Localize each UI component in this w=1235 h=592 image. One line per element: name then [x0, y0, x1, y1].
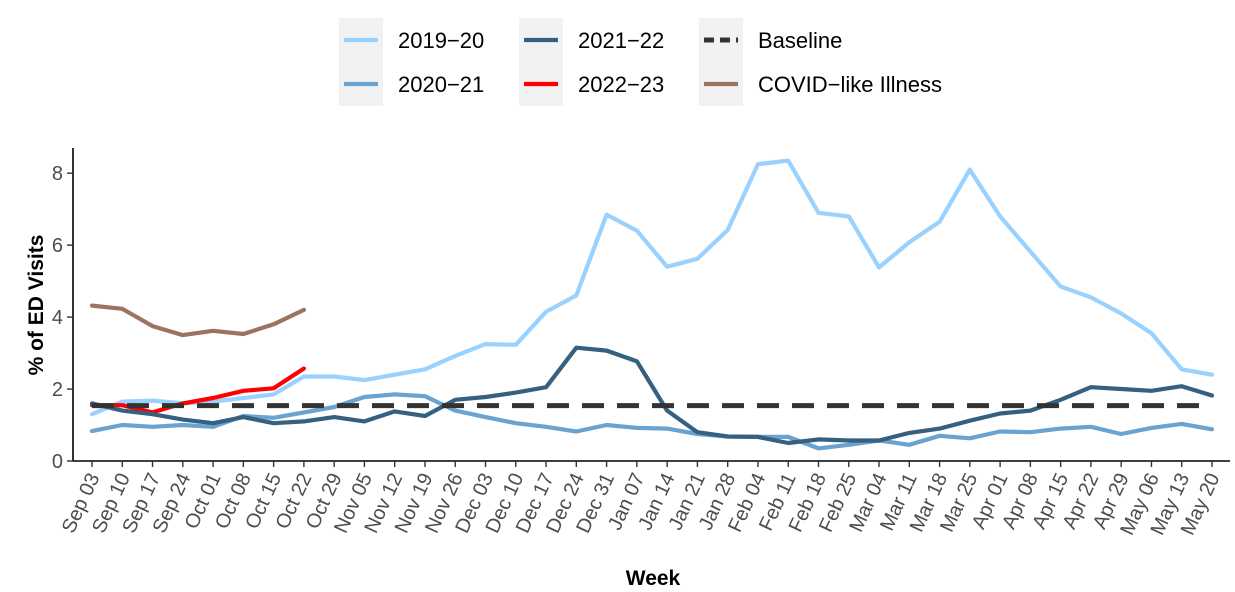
- series-line-covid-like-illness: [89, 303, 306, 338]
- y-tick-label: 4: [52, 307, 63, 329]
- series-line-2019-20: [89, 158, 1215, 417]
- y-tick-label: 6: [52, 235, 63, 257]
- legend-label-baseline: Baseline: [758, 28, 842, 53]
- legend-background: [338, 17, 978, 109]
- x-axis-title: Week: [626, 567, 681, 590]
- y-tick-label: 0: [52, 451, 63, 473]
- y-axis-title: % of ED Visits: [25, 235, 48, 376]
- legend-label-covid-like-illness: COVID−like Illness: [758, 72, 942, 97]
- y-tick-label: 8: [52, 163, 63, 185]
- series-lines: [89, 158, 1215, 451]
- y-tick-label: 2: [52, 379, 63, 401]
- legend-label-2020-21: 2020−21: [398, 72, 484, 97]
- series-line-2021-22: [89, 345, 1215, 446]
- chart-legend: 2019−20 2021−22 Baseline 2020−21 2022−23 COVI…: [338, 17, 978, 109]
- legend-label-2019-20: 2019−20: [398, 28, 484, 53]
- legend-label-2022-23: 2022−23: [578, 72, 664, 97]
- legend-label-2021-22: 2021−22: [578, 28, 664, 53]
- series-line-2020-21: [89, 392, 1215, 451]
- y-axis-ticks: 0 2 4 6 8: [52, 163, 73, 473]
